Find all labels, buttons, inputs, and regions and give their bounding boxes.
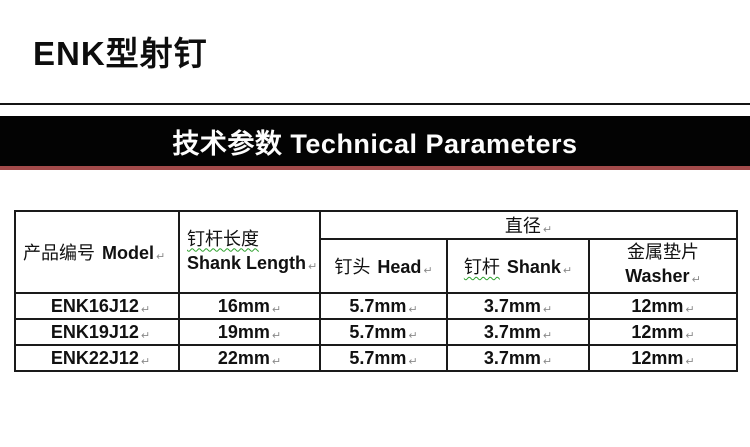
table-row: ENK16J12 ↵ 16mm ↵ 5.7mm ↵ 3.7mm ↵ 12mm ↵: [14, 292, 738, 320]
washer-value: 12mm: [631, 321, 684, 342]
cell-head: 5.7mm ↵: [319, 292, 448, 320]
shank-value: 3.7mm: [483, 295, 541, 316]
cell-shank: 3.7mm ↵: [446, 318, 590, 346]
header-washer-en: Washer: [625, 266, 690, 286]
cell-shank: 3.7mm ↵: [446, 292, 590, 320]
cell-model: ENK16J12 ↵: [14, 292, 180, 320]
end-of-cell-mark: ↵: [691, 274, 701, 286]
header-shank-length-zh: 钉杆长度: [187, 228, 259, 249]
end-of-cell-mark: ↵: [271, 329, 282, 342]
end-of-cell-mark: ↵: [423, 265, 433, 277]
title-divider-rule: [0, 103, 750, 105]
cell-shank-length: 22mm ↵: [178, 344, 321, 372]
column-header-washer: 金属垫片 Washer ↵: [588, 238, 738, 294]
washer-value: 12mm: [631, 347, 684, 368]
end-of-cell-mark: ↵: [408, 355, 418, 368]
end-of-cell-mark: ↵: [140, 329, 151, 342]
end-of-cell-mark: ↵: [542, 329, 553, 342]
model-value: ENK19J12: [50, 321, 139, 342]
end-of-cell-mark: ↵: [408, 329, 418, 342]
banner-title: 技术参数 Technical Parameters: [172, 128, 578, 159]
cell-shank-length: 16mm ↵: [178, 292, 321, 320]
header-head-en: Head: [377, 257, 422, 277]
washer-value: 12mm: [631, 295, 684, 316]
end-of-cell-mark: ↵: [542, 224, 553, 236]
cell-model: ENK22J12 ↵: [14, 344, 180, 372]
cell-head: 5.7mm ↵: [319, 344, 448, 372]
head-value: 5.7mm: [349, 347, 407, 368]
end-of-cell-mark: ↵: [542, 303, 553, 316]
header-shank-en: Shank: [506, 257, 561, 277]
column-header-shank: 钉杆 Shank ↵: [446, 238, 590, 294]
technical-parameters-banner: 技术参数 Technical Parameters: [0, 116, 750, 170]
end-of-cell-mark: ↵: [140, 303, 151, 316]
end-of-cell-mark: ↵: [308, 260, 318, 273]
end-of-cell-mark: ↵: [271, 355, 282, 368]
shank-length-value: 22mm: [217, 347, 270, 368]
header-shank-length-en: Shank Length: [187, 252, 307, 273]
end-of-cell-mark: ↵: [156, 251, 166, 263]
end-of-cell-mark: ↵: [685, 355, 695, 368]
end-of-cell-mark: ↵: [685, 303, 695, 316]
cell-head: 5.7mm ↵: [319, 318, 448, 346]
header-diameter-zh: 直径: [504, 216, 541, 236]
shank-length-value: 16mm: [217, 295, 270, 316]
column-header-diameter: 直径 ↵: [319, 210, 738, 240]
column-header-shank-length: 钉杆长度 Shank Length ↵: [178, 210, 321, 294]
table-row: ENK22J12 ↵ 22mm ↵ 5.7mm ↵ 3.7mm ↵ 12mm ↵: [14, 344, 738, 372]
cell-shank-length: 19mm ↵: [178, 318, 321, 346]
header-washer-zh: 金属垫片: [627, 242, 699, 262]
model-value: ENK22J12: [50, 347, 139, 368]
end-of-cell-mark: ↵: [562, 265, 573, 277]
header-model-en: Model: [102, 243, 154, 263]
shank-length-value: 19mm: [217, 321, 270, 342]
page-title: ENK型射钉: [33, 35, 208, 72]
shank-value: 3.7mm: [483, 347, 541, 368]
end-of-cell-mark: ↵: [271, 303, 282, 316]
cell-model: ENK19J12 ↵: [14, 318, 180, 346]
column-header-model: 产品编号 Model ↵: [14, 210, 180, 294]
head-value: 5.7mm: [349, 295, 407, 316]
end-of-cell-mark: ↵: [140, 355, 151, 368]
header-head-zh: 钉头: [334, 257, 371, 277]
cell-washer: 12mm ↵: [588, 292, 738, 320]
header-row-sub: 钉头 Head ↵ 钉杆 Shank ↵ 金属垫片 Washer ↵: [15, 238, 738, 294]
header-row-top: 产品编号 Model ↵ 钉杆长度 Shank Length ↵ 直径 ↵: [14, 210, 738, 294]
model-value: ENK16J12: [50, 295, 139, 316]
cell-washer: 12mm ↵: [588, 318, 738, 346]
table-row: ENK19J12 ↵ 19mm ↵ 5.7mm ↵ 3.7mm ↵ 12mm ↵: [14, 318, 738, 346]
header-model-zh: 产品编号: [23, 243, 95, 263]
end-of-cell-mark: ↵: [542, 355, 553, 368]
spec-table: 产品编号 Model ↵ 钉杆长度 Shank Length ↵ 直径 ↵ 钉头 Head…: [14, 210, 738, 372]
head-value: 5.7mm: [349, 321, 407, 342]
shank-value: 3.7mm: [483, 321, 541, 342]
end-of-cell-mark: ↵: [685, 329, 695, 342]
cell-shank: 3.7mm ↵: [446, 344, 590, 372]
header-shank-zh: 钉杆: [463, 257, 500, 277]
column-header-head: 钉头 Head ↵: [319, 238, 448, 294]
cell-washer: 12mm ↵: [588, 344, 738, 372]
end-of-cell-mark: ↵: [408, 303, 418, 316]
